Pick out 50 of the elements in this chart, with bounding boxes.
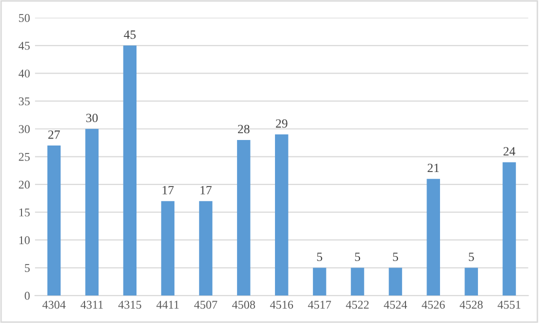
data-label: 5 bbox=[468, 252, 474, 262]
bar bbox=[388, 268, 402, 296]
y-tick-label: 10 bbox=[19, 236, 30, 244]
bar bbox=[350, 268, 364, 296]
y-tick-label: 50 bbox=[19, 14, 30, 22]
x-tick-label: 4517 bbox=[308, 300, 332, 309]
data-label: 21 bbox=[428, 164, 439, 172]
y-tick-label: 35 bbox=[18, 97, 30, 106]
data-label: 17 bbox=[162, 186, 174, 194]
x-tick-label: 4507 bbox=[194, 300, 218, 309]
x-tick-label: 4304 bbox=[42, 300, 66, 309]
bar bbox=[502, 162, 516, 296]
bar bbox=[123, 46, 137, 296]
x-tick-label: 4315 bbox=[118, 300, 142, 309]
x-tick-label: 4526 bbox=[422, 300, 445, 309]
y-tick-label: 40 bbox=[18, 70, 30, 78]
data-label: 17 bbox=[200, 186, 212, 194]
bar bbox=[47, 146, 61, 296]
bar bbox=[312, 268, 326, 296]
data-label: 27 bbox=[48, 130, 60, 139]
data-label: 29 bbox=[276, 119, 288, 128]
data-label: 45 bbox=[124, 30, 136, 39]
x-tick-label: 4528 bbox=[460, 300, 483, 309]
y-tick-label: 0 bbox=[24, 292, 30, 300]
bar bbox=[161, 201, 174, 296]
x-tick-label: 4524 bbox=[384, 300, 408, 309]
x-tick-label: 4411 bbox=[156, 300, 179, 309]
x-tick-label: 4311 bbox=[80, 300, 103, 309]
y-tick-label: 25 bbox=[18, 152, 30, 161]
data-label: 5 bbox=[317, 252, 322, 262]
bar bbox=[426, 178, 440, 296]
data-label: 5 bbox=[355, 252, 360, 262]
bar bbox=[85, 128, 99, 296]
y-tick-label: 30 bbox=[18, 125, 30, 134]
x-tick-label: 4522 bbox=[346, 300, 369, 309]
data-label: 30 bbox=[86, 114, 98, 122]
data-label: 5 bbox=[393, 252, 398, 262]
y-tick-label: 5 bbox=[24, 264, 30, 272]
y-tick-label: 15 bbox=[19, 208, 30, 216]
data-label: 28 bbox=[238, 124, 250, 134]
x-tick-label: 4508 bbox=[232, 300, 256, 309]
y-tick-label: 20 bbox=[18, 180, 30, 189]
y-tick-label: 45 bbox=[18, 42, 30, 50]
bar bbox=[274, 134, 288, 296]
bar bbox=[464, 268, 478, 296]
x-tick-label: 4551 bbox=[498, 300, 520, 309]
data-label: 24 bbox=[504, 147, 516, 156]
bar bbox=[237, 140, 250, 296]
bar bbox=[199, 201, 212, 296]
x-tick-label: 4516 bbox=[270, 300, 294, 309]
